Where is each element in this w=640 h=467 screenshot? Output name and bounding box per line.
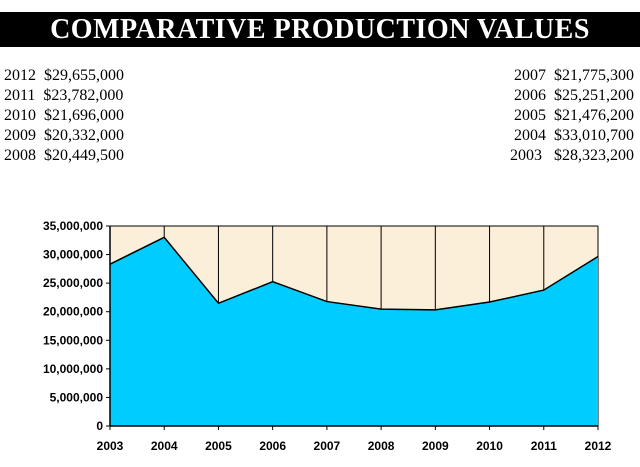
production-amount: $33,010,700 bbox=[554, 127, 634, 144]
x-tick-label: 2006 bbox=[259, 439, 286, 453]
x-tick-label: 2009 bbox=[422, 439, 449, 453]
production-amount: $29,655,000 bbox=[44, 67, 124, 84]
production-value-item: 2008 $20,449,500 bbox=[4, 146, 124, 166]
production-year: 2011 bbox=[4, 87, 36, 104]
area-series-fill bbox=[110, 237, 598, 426]
production-amount: $21,696,000 bbox=[44, 107, 124, 124]
production-amount: $20,449,500 bbox=[44, 147, 124, 164]
x-axis-ticks: 2003 2004 2005 2006 2007 2008 2009 2010 2011 2012 bbox=[97, 426, 612, 453]
y-tick-label: 25,000,000 bbox=[43, 276, 103, 290]
production-amount: $21,775,300 bbox=[554, 67, 634, 84]
y-tick-label: 35,000,000 bbox=[43, 219, 103, 233]
production-year: 2003 bbox=[510, 147, 542, 164]
production-year: 2005 bbox=[514, 107, 546, 124]
page-title: COMPARATIVE PRODUCTION VALUES bbox=[0, 12, 640, 47]
y-tick-label: 10,000,000 bbox=[43, 362, 103, 376]
production-value-item: 2005 $21,476,200 bbox=[510, 106, 634, 126]
production-amount: $23,782,000 bbox=[43, 87, 124, 104]
production-amount: $20,332,000 bbox=[44, 127, 124, 144]
production-year: 2009 bbox=[4, 127, 36, 144]
production-value-item: 2011 $23,782,000 bbox=[4, 86, 124, 106]
production-value-item: 2010 $21,696,000 bbox=[4, 106, 124, 126]
production-values-right: 2007 $21,775,300 2006 $25,251,200 2005 $21… bbox=[510, 66, 634, 166]
production-year: 2004 bbox=[514, 127, 546, 144]
y-tick-label: 20,000,000 bbox=[43, 305, 103, 319]
y-tick-label: 0 bbox=[96, 419, 103, 433]
production-area-chart: 0 5,000,000 10,000,000 15,000,000 20,000,000… bbox=[43, 219, 612, 453]
production-year: 2006 bbox=[514, 87, 546, 104]
production-value-item: 2009 $20,332,000 bbox=[4, 126, 124, 146]
x-tick-label: 2003 bbox=[97, 439, 124, 453]
production-amount: $25,251,200 bbox=[554, 87, 634, 104]
x-tick-label: 2007 bbox=[314, 439, 341, 453]
y-tick-label: 30,000,000 bbox=[43, 248, 103, 262]
production-value-item: 2003 $28,323,200 bbox=[510, 146, 634, 166]
x-tick-label: 2011 bbox=[531, 439, 557, 453]
production-amount: $21,476,200 bbox=[554, 107, 634, 124]
production-year: 2008 bbox=[4, 147, 36, 164]
production-value-item: 2004 $33,010,700 bbox=[510, 126, 634, 146]
production-amount: $28,323,200 bbox=[550, 147, 634, 164]
production-value-item: 2007 $21,775,300 bbox=[510, 66, 634, 86]
x-tick-label: 2012 bbox=[585, 439, 612, 453]
x-tick-label: 2008 bbox=[368, 439, 395, 453]
y-axis-ticks: 0 5,000,000 10,000,000 15,000,000 20,000,000… bbox=[43, 219, 110, 433]
production-year: 2012 bbox=[4, 67, 36, 84]
production-year: 2007 bbox=[514, 67, 546, 84]
x-tick-label: 2010 bbox=[476, 439, 503, 453]
x-tick-label: 2005 bbox=[205, 439, 232, 453]
production-values-left: 2012 $29,655,000 2011 $23,782,000 2010 $21… bbox=[4, 66, 124, 166]
y-tick-label: 5,000,000 bbox=[50, 390, 104, 404]
y-tick-label: 15,000,000 bbox=[43, 333, 103, 347]
production-year: 2010 bbox=[4, 107, 36, 124]
area-series-line bbox=[109, 236, 599, 311]
production-value-item: 2012 $29,655,000 bbox=[4, 66, 124, 86]
x-tick-label: 2004 bbox=[151, 439, 178, 453]
production-value-item: 2006 $25,251,200 bbox=[510, 86, 634, 106]
